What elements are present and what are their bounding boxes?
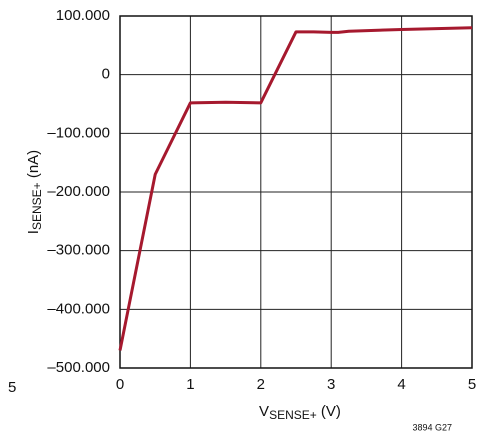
y-tick-label: –300.000 xyxy=(47,242,110,259)
y-tick-label: 100.000 xyxy=(56,7,110,24)
y-tick-label: –200.000 xyxy=(47,183,110,200)
x-axis-label: VSENSE+ (V) xyxy=(259,403,341,422)
y-tick-label: –400.000 xyxy=(47,300,110,317)
x-tick-label: 3 xyxy=(327,376,335,393)
data-line xyxy=(118,26,473,351)
plot-frame xyxy=(119,15,473,369)
x-tick-label: 4 xyxy=(397,376,405,393)
annotation: 5 xyxy=(8,379,16,396)
x-tick-label: 0 xyxy=(116,376,124,393)
x-tick-label: 1 xyxy=(186,376,194,393)
y-tick-label: –100.000 xyxy=(47,124,110,141)
y-axis-label: ISENSE+ (nA) xyxy=(25,150,44,234)
y-tick-label: –500.000 xyxy=(47,359,110,376)
figure-note: 3894 G27 xyxy=(412,422,452,432)
y-tick-label: 0 xyxy=(102,66,110,83)
x-tick-label: 2 xyxy=(257,376,265,393)
x-tick-label: 5 xyxy=(468,376,476,393)
